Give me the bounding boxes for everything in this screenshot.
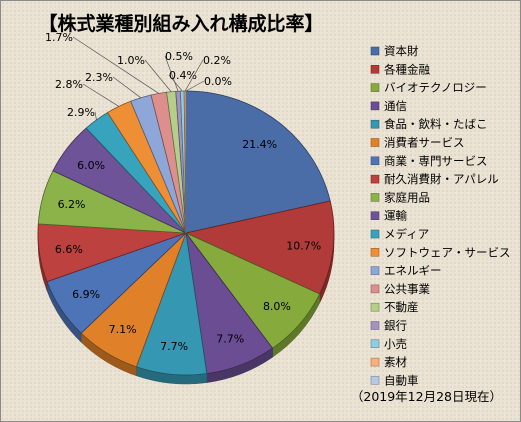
pie-slice-資本財 [185, 90, 331, 234]
legend-label-自動車: 自動車 [384, 373, 419, 387]
chart-title: 【株式業種別組み入れ構成比率】 [38, 13, 324, 35]
data-label-バイオテクノロジー: 8.0% [263, 300, 291, 313]
data-labels: 21.4% 10.7% 8.0% 7.7% 7.7% 7.1% 6.9% 6.6% 6.2% 6.… [45, 31, 321, 353]
legend-label-エネルギー: エネルギー [384, 264, 442, 278]
leader-line-エネルギー [112, 76, 141, 99]
data-label-各種金融: 10.7% [286, 239, 321, 252]
legend-swatch-資本財 [370, 46, 380, 56]
legend-swatch-耐久消費財・アパレル [370, 174, 380, 184]
legend-label-資本財: 資本財 [384, 44, 419, 58]
legend-swatch-ソフトウェア・サービス [370, 248, 380, 257]
legend-swatch-食品・飲料・たばこ [370, 119, 380, 129]
leader-line-小売 [168, 74, 183, 92]
legend-swatch-運輸 [370, 211, 380, 220]
legend-swatch-銀行 [370, 321, 380, 330]
legend-swatch-消費者サービス [370, 138, 380, 147]
legend-label-商業・専門サービス: 商業・専門サービス [384, 154, 488, 168]
legend-label-通信: 通信 [384, 99, 407, 113]
data-label-不動産: 1.0% [117, 54, 145, 67]
data-label-運輸: 6.0% [77, 159, 105, 172]
legend-label-ソフトウェア・サービス: ソフトウェア・サービス [384, 245, 511, 259]
legend-label-公共事業: 公共事業 [384, 282, 430, 296]
legend-label-銀行: 銀行 [384, 319, 407, 333]
legend-swatch-公共事業 [370, 284, 380, 294]
data-label-自動車: 0.0% [204, 75, 232, 88]
legend-label-耐久消費財・アパレル: 耐久消費財・アパレル [384, 172, 499, 186]
leader-line-銀行 [164, 55, 179, 92]
leader-line-不動産 [144, 59, 172, 92]
data-label-メディア: 2.9% [67, 106, 95, 119]
data-label-商業・専門サービス: 6.9% [72, 288, 100, 301]
legend-swatch-素材 [370, 357, 380, 367]
pie-slice-各種金融 [184, 200, 335, 295]
data-label-エネルギー: 2.3% [85, 71, 113, 84]
legend-label-バイオテクノロジー: バイオテクノロジー [384, 81, 487, 95]
data-label-家庭用品: 6.2% [58, 198, 86, 211]
legend-label-メディア: メディア [384, 227, 429, 241]
leader-line-メディア [94, 111, 97, 120]
data-label-通信: 7.7% [216, 332, 244, 345]
legend-label-小売: 小売 [384, 337, 407, 351]
date-note: （2019年12月28日現在） [350, 389, 502, 404]
data-label-素材: 0.2% [203, 54, 231, 67]
data-label-公共事業: 1.7% [45, 31, 73, 44]
leader-line-ソフトウェア・サービス [82, 83, 120, 107]
legend-swatch-自動車 [370, 376, 380, 385]
pie-slices [37, 90, 335, 376]
leader-line-自動車 [185, 80, 205, 92]
data-label-銀行: 0.5% [165, 50, 193, 63]
data-label-消費者サービス: 7.1% [109, 323, 137, 336]
legend-swatch-バイオテクノロジー [370, 83, 380, 92]
legend-swatch-各種金融 [370, 65, 380, 74]
data-label-食品・飲料・たばこ: 7.7% [160, 340, 188, 353]
leader-line-公共事業 [72, 36, 159, 94]
legend: 資本財各種金融バイオテクノロジー通信食品・飲料・たばこ消費者サービス商業・専門サ… [370, 44, 511, 387]
legend-swatch-メディア [370, 229, 380, 239]
data-label-小売: 0.4% [169, 69, 197, 82]
legend-swatch-小売 [370, 339, 380, 349]
leader-line-素材 [184, 59, 204, 92]
legend-swatch-エネルギー [370, 266, 380, 275]
legend-swatch-通信 [370, 101, 380, 111]
data-label-資本財: 21.4% [242, 138, 277, 151]
legend-label-素材: 素材 [384, 355, 407, 369]
legend-label-各種金融: 各種金融 [384, 62, 430, 76]
legend-label-食品・飲料・たばこ: 食品・飲料・たばこ [384, 117, 488, 131]
legend-swatch-商業・専門サービス [370, 156, 380, 166]
legend-label-不動産: 不動産 [384, 300, 419, 314]
legend-label-運輸: 運輸 [384, 209, 407, 223]
legend-label-家庭用品: 家庭用品 [384, 190, 430, 204]
legend-swatch-家庭用品 [370, 193, 380, 202]
legend-label-消費者サービス: 消費者サービス [384, 136, 465, 150]
data-label-耐久消費財・アパレル: 6.6% [55, 243, 83, 256]
legend-swatch-不動産 [370, 302, 380, 312]
data-label-ソフトウェア・サービス: 2.8% [55, 78, 83, 91]
